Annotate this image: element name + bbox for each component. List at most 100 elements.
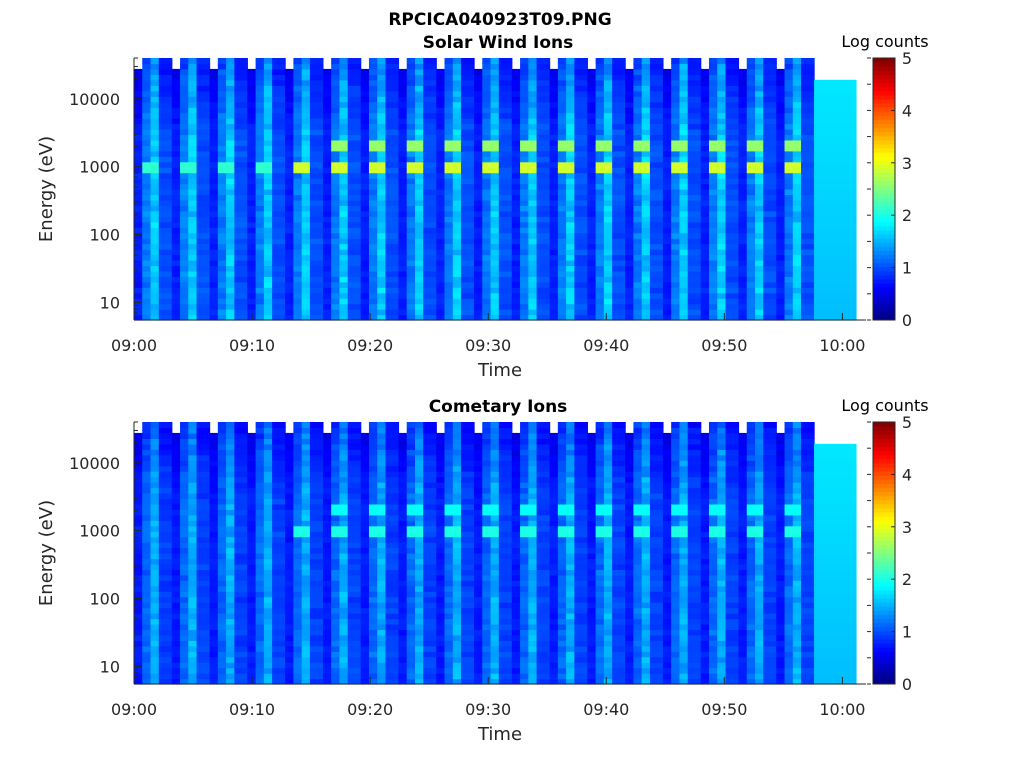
- heatmap-cell: [436, 270, 446, 277]
- heatmap-cell: [158, 145, 173, 152]
- heatmap-cell: [142, 309, 152, 316]
- heatmap-cell: [612, 58, 626, 65]
- heatmap-cell: [360, 542, 370, 549]
- heatmap-cell: [217, 123, 227, 130]
- heatmap-cell: [738, 68, 748, 75]
- heatmap-cell: [814, 145, 857, 152]
- heatmap-cell: [142, 101, 152, 108]
- heatmap-cell: [587, 249, 597, 256]
- heatmap-cell: [196, 156, 211, 163]
- heatmap-cell: [142, 629, 152, 636]
- heatmap-cell: [339, 281, 349, 288]
- heatmap-cell: [360, 101, 370, 108]
- heatmap-cell: [331, 63, 341, 70]
- heatmap-cell: [398, 520, 408, 527]
- heatmap-cell: [263, 465, 273, 472]
- heatmap-cell: [188, 547, 198, 554]
- heatmap-cell: [528, 265, 538, 272]
- heatmap-cell: [180, 118, 189, 125]
- heatmap-cell: [247, 558, 257, 565]
- heatmap-cell: [498, 150, 513, 157]
- heatmap-cell: [474, 96, 483, 103]
- heatmap-cell: [368, 276, 378, 283]
- heatmap-cell: [339, 161, 349, 168]
- heatmap-cell: [662, 90, 672, 97]
- heatmap-cell: [641, 221, 651, 228]
- heatmap-cell: [755, 96, 764, 103]
- heatmap-cell: [520, 183, 529, 190]
- heatmap-cell: [285, 520, 294, 527]
- heatmap-cell: [436, 134, 446, 141]
- heatmap-cell: [196, 314, 211, 321]
- heatmap-cell: [717, 183, 727, 190]
- heatmap-cell: [272, 96, 286, 103]
- heatmap-cell: [347, 270, 362, 277]
- heatmap-cell: [566, 205, 575, 212]
- heatmap-cell: [226, 471, 235, 478]
- heatmap-cell: [217, 101, 227, 108]
- heatmap-cell: [452, 259, 462, 267]
- heatmap-cell: [347, 454, 362, 461]
- heatmap-cell: [377, 607, 387, 614]
- heatmap-cell: [309, 471, 324, 478]
- heatmap-cell: [398, 509, 408, 516]
- heatmap-cell: [134, 438, 143, 445]
- heatmap-cell: [142, 161, 152, 168]
- heatmap-cell: [755, 227, 764, 234]
- heatmap-cell: [180, 161, 189, 168]
- heatmap-cell: [247, 287, 257, 294]
- heatmap-cell: [377, 79, 387, 86]
- heatmap-cell: [625, 161, 635, 168]
- heatmap-cell: [700, 303, 710, 310]
- heatmap-cell: [247, 645, 257, 652]
- heatmap-cell: [490, 167, 500, 174]
- heatmap-cell: [461, 85, 475, 92]
- heatmap-cell: [171, 232, 181, 239]
- heatmap-cell: [482, 63, 492, 70]
- heatmap-cell: [339, 199, 349, 206]
- heatmap-cell: [158, 563, 173, 570]
- heatmap-cell: [398, 156, 408, 163]
- heatmap-cell: [474, 134, 483, 141]
- heatmap-cell: [633, 150, 643, 157]
- heatmap-cell: [549, 221, 559, 228]
- heatmap-cell: [158, 449, 173, 456]
- heatmap-cell: [717, 139, 727, 146]
- heatmap-cell: [398, 118, 408, 125]
- heatmap-cell: [414, 156, 424, 163]
- heatmap-cell: [196, 602, 211, 609]
- heatmap-cell: [801, 221, 815, 228]
- colorbar-swatch: [873, 303, 895, 309]
- heatmap-cell: [662, 123, 672, 130]
- heatmap-cell: [134, 547, 143, 554]
- heatmap-cell: [158, 210, 173, 217]
- heatmap-cell: [217, 276, 227, 283]
- heatmap-cell: [158, 128, 173, 136]
- colorbar-frame: [872, 57, 896, 321]
- heatmap-cell: [662, 298, 672, 305]
- heatmap-cell: [301, 150, 311, 157]
- heatmap-cell: [536, 107, 551, 114]
- heatmap-cell: [188, 210, 198, 217]
- heatmap-cell: [536, 123, 551, 130]
- heatmap-cell: [209, 205, 219, 212]
- heatmap-cell: [209, 574, 219, 581]
- heatmap-cell: [490, 298, 500, 305]
- heatmap-cell: [134, 254, 143, 261]
- heatmap-cell: [339, 574, 349, 581]
- heatmap-cell: [322, 287, 332, 294]
- heatmap-cell: [347, 449, 362, 456]
- heatmap-cell: [158, 547, 173, 554]
- heatmap-cell: [209, 139, 219, 146]
- heatmap-cell: [814, 276, 857, 283]
- heatmap-cell: [234, 287, 248, 294]
- heatmap-cell: [272, 216, 286, 223]
- heatmap-cell: [180, 432, 189, 439]
- heatmap-cell: [595, 243, 605, 250]
- heatmap-cell: [331, 178, 341, 185]
- heatmap-cell: [171, 607, 181, 614]
- heatmap-cell: [217, 454, 227, 461]
- heatmap-cell: [687, 79, 702, 86]
- heatmap-cell: [814, 161, 857, 168]
- heatmap-cell: [398, 145, 408, 152]
